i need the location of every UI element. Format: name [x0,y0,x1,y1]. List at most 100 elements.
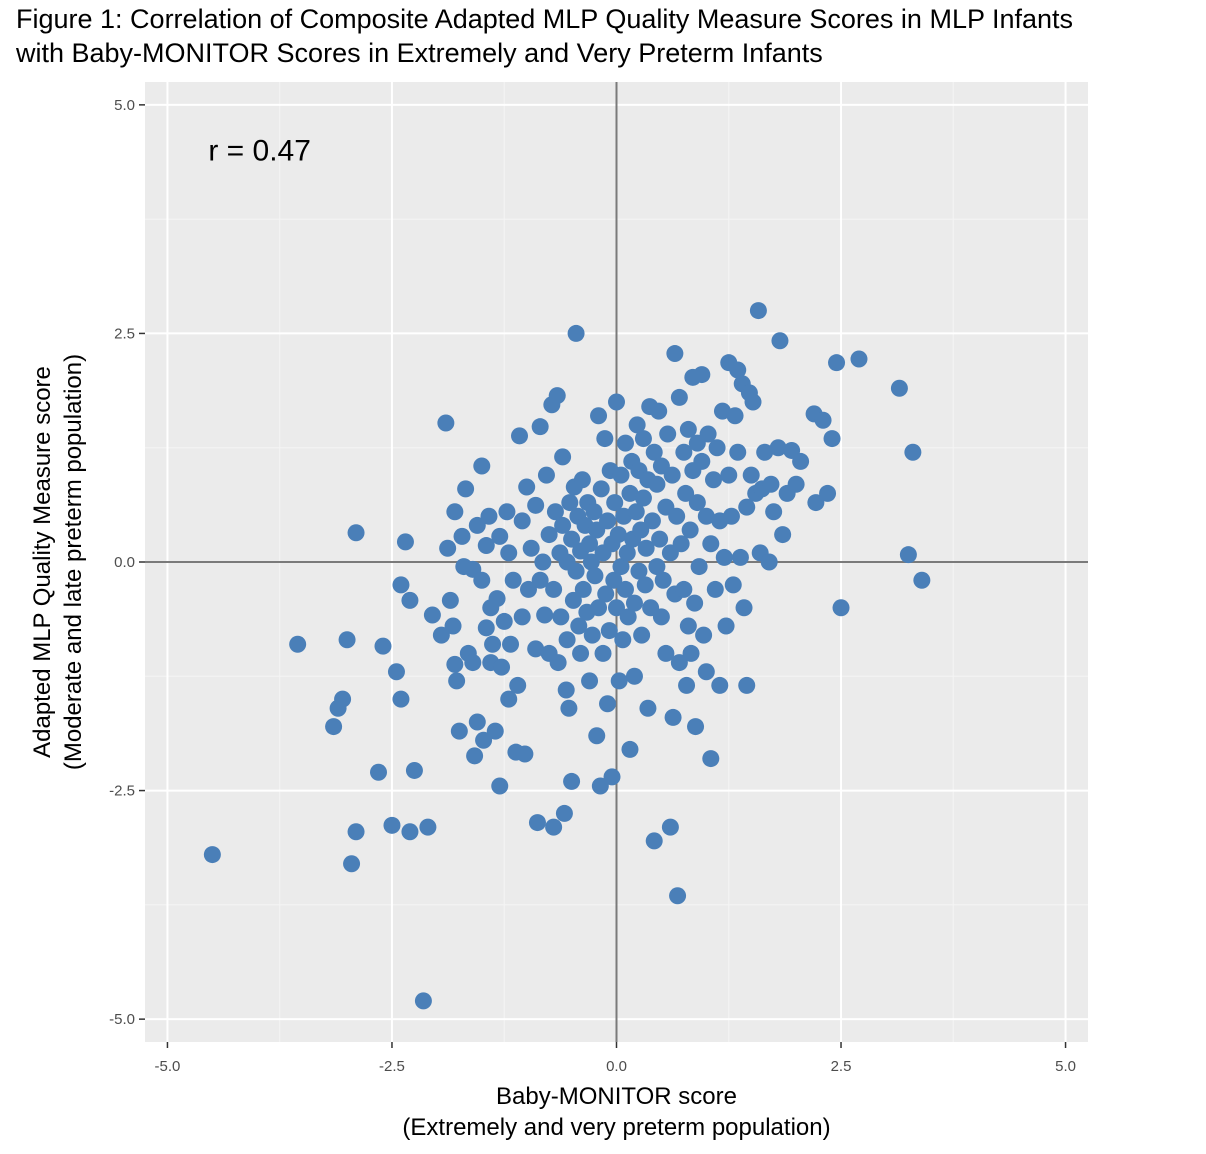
x-axis-title-line-2: (Extremely and very preterm population) [402,1114,830,1141]
data-point [437,414,455,432]
data-point [511,427,529,445]
data-point [738,676,756,694]
data-point [654,571,672,589]
data-point [634,489,652,507]
x-tick-label: -2.5 [379,1058,405,1075]
correlation-annotation: r = 0.47 [208,135,311,168]
data-point [616,434,634,452]
y-tick-label: -5.0 [109,1011,135,1028]
data-point [599,512,617,530]
data-point [610,672,628,690]
data-point [527,640,545,658]
data-point [744,393,762,411]
data-point [583,626,601,644]
data-point [681,521,699,539]
data-point [347,524,365,542]
data-point [677,484,695,502]
data-point [549,654,567,672]
data-point [625,667,643,685]
x-tick-label: 2.5 [831,1058,852,1075]
data-point [509,676,527,694]
data-point [699,425,717,443]
data-point [650,402,668,420]
data-point [648,475,666,493]
data-point [453,527,471,545]
data-point [448,672,466,690]
data-point [527,496,545,514]
data-point [439,539,457,557]
data-point [807,494,825,512]
data-point [663,466,681,484]
data-point [498,503,516,521]
data-point [289,635,307,653]
data-point [383,816,401,834]
data-point [473,571,491,589]
data-point [722,507,740,525]
data-point [913,571,931,589]
data-point [675,443,693,461]
y-axis: -5.0 -2.5 0.0 2.5 5.0 [109,97,145,1028]
data-point [603,768,621,786]
data-point [419,818,437,836]
data-point [702,750,720,768]
data-point [392,690,410,708]
data-point [423,606,441,624]
data-point [432,626,450,644]
data-point [491,527,509,545]
data-point [672,535,690,553]
data-point [618,544,636,562]
data-point [675,580,693,598]
data-point [688,494,706,512]
data-point [594,644,612,662]
data-point [621,484,639,502]
data-point [760,553,778,571]
figure-title-line-1: Figure 1: Correlation of Composite Adapt… [16,4,1074,34]
data-point [715,548,733,566]
data-point [823,430,841,448]
data-point [708,439,726,457]
data-point [850,350,868,368]
data-point [557,681,575,699]
data-point [464,654,482,672]
data-point [706,580,724,598]
data-point [546,503,564,521]
data-point [477,619,495,637]
data-point [612,466,630,484]
data-point [636,576,654,594]
data-point [441,591,459,609]
data-point [586,567,604,585]
data-point [771,332,789,350]
y-tick-label: -2.5 [109,783,135,800]
data-point [637,539,655,557]
data-point [558,631,576,649]
data-point [591,777,609,795]
data-point [695,626,713,644]
y-axis-title-line-1: Adapted MLP Quality Measure score [29,366,56,758]
data-point [522,539,540,557]
data-point [765,503,783,521]
data-point [486,722,504,740]
data-point [657,644,675,662]
data-point [444,617,462,635]
data-point [504,571,522,589]
data-point [590,407,608,425]
data-point [621,740,639,758]
data-point [769,439,787,457]
data-point [639,699,657,717]
y-axis-title-line-2: (Moderate and late preterm population) [60,354,87,770]
data-point [632,521,650,539]
data-point [347,823,365,841]
data-point [374,637,392,655]
data-point [697,507,715,525]
data-point [762,475,780,493]
data-point [401,591,419,609]
data-point [606,494,624,512]
data-point [570,617,588,635]
data-point [477,537,495,555]
data-point [643,512,661,530]
data-point [704,471,722,489]
data-point [630,562,648,580]
data-point [567,324,585,342]
data-point [664,708,682,726]
data-point [627,503,645,521]
